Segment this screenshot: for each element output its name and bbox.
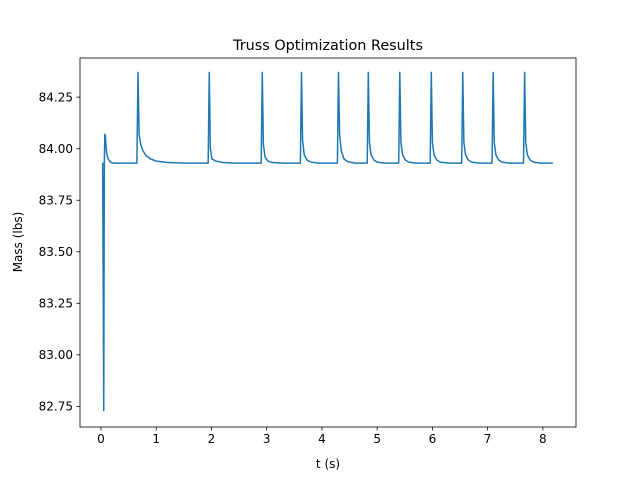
y-tick-label: 84.00 bbox=[39, 142, 73, 156]
y-axis-ticks: 82.75 83.00 83.25 83.50 83.75 84.00 84.25 bbox=[39, 90, 80, 414]
series-line bbox=[101, 71, 553, 412]
y-tick-label: 84.25 bbox=[39, 90, 73, 104]
x-tick-label: 7 bbox=[484, 432, 492, 446]
x-tick-label: 3 bbox=[263, 432, 271, 446]
x-tick-label: 0 bbox=[97, 432, 105, 446]
chart-title: Truss Optimization Results bbox=[232, 38, 423, 54]
x-tick-label: 5 bbox=[373, 432, 381, 446]
axes-frame bbox=[79, 57, 577, 428]
y-tick-label: 83.25 bbox=[39, 297, 73, 311]
y-tick-label: 82.75 bbox=[39, 400, 73, 414]
plot-lines bbox=[101, 71, 553, 412]
x-tick-label: 4 bbox=[318, 432, 326, 446]
x-axis-ticks: 0 1 2 3 4 5 6 7 8 bbox=[97, 427, 547, 446]
x-axis-label: t (s) bbox=[316, 457, 340, 471]
y-tick-label: 83.50 bbox=[39, 245, 73, 259]
x-tick-label: 2 bbox=[208, 432, 216, 446]
y-tick-label: 83.00 bbox=[39, 348, 73, 362]
x-tick-label: 8 bbox=[539, 432, 547, 446]
x-tick-label: 1 bbox=[152, 432, 160, 446]
x-tick-label: 6 bbox=[429, 432, 437, 446]
y-tick-label: 83.75 bbox=[39, 194, 73, 208]
y-axis-label: Mass (lbs) bbox=[11, 212, 25, 273]
